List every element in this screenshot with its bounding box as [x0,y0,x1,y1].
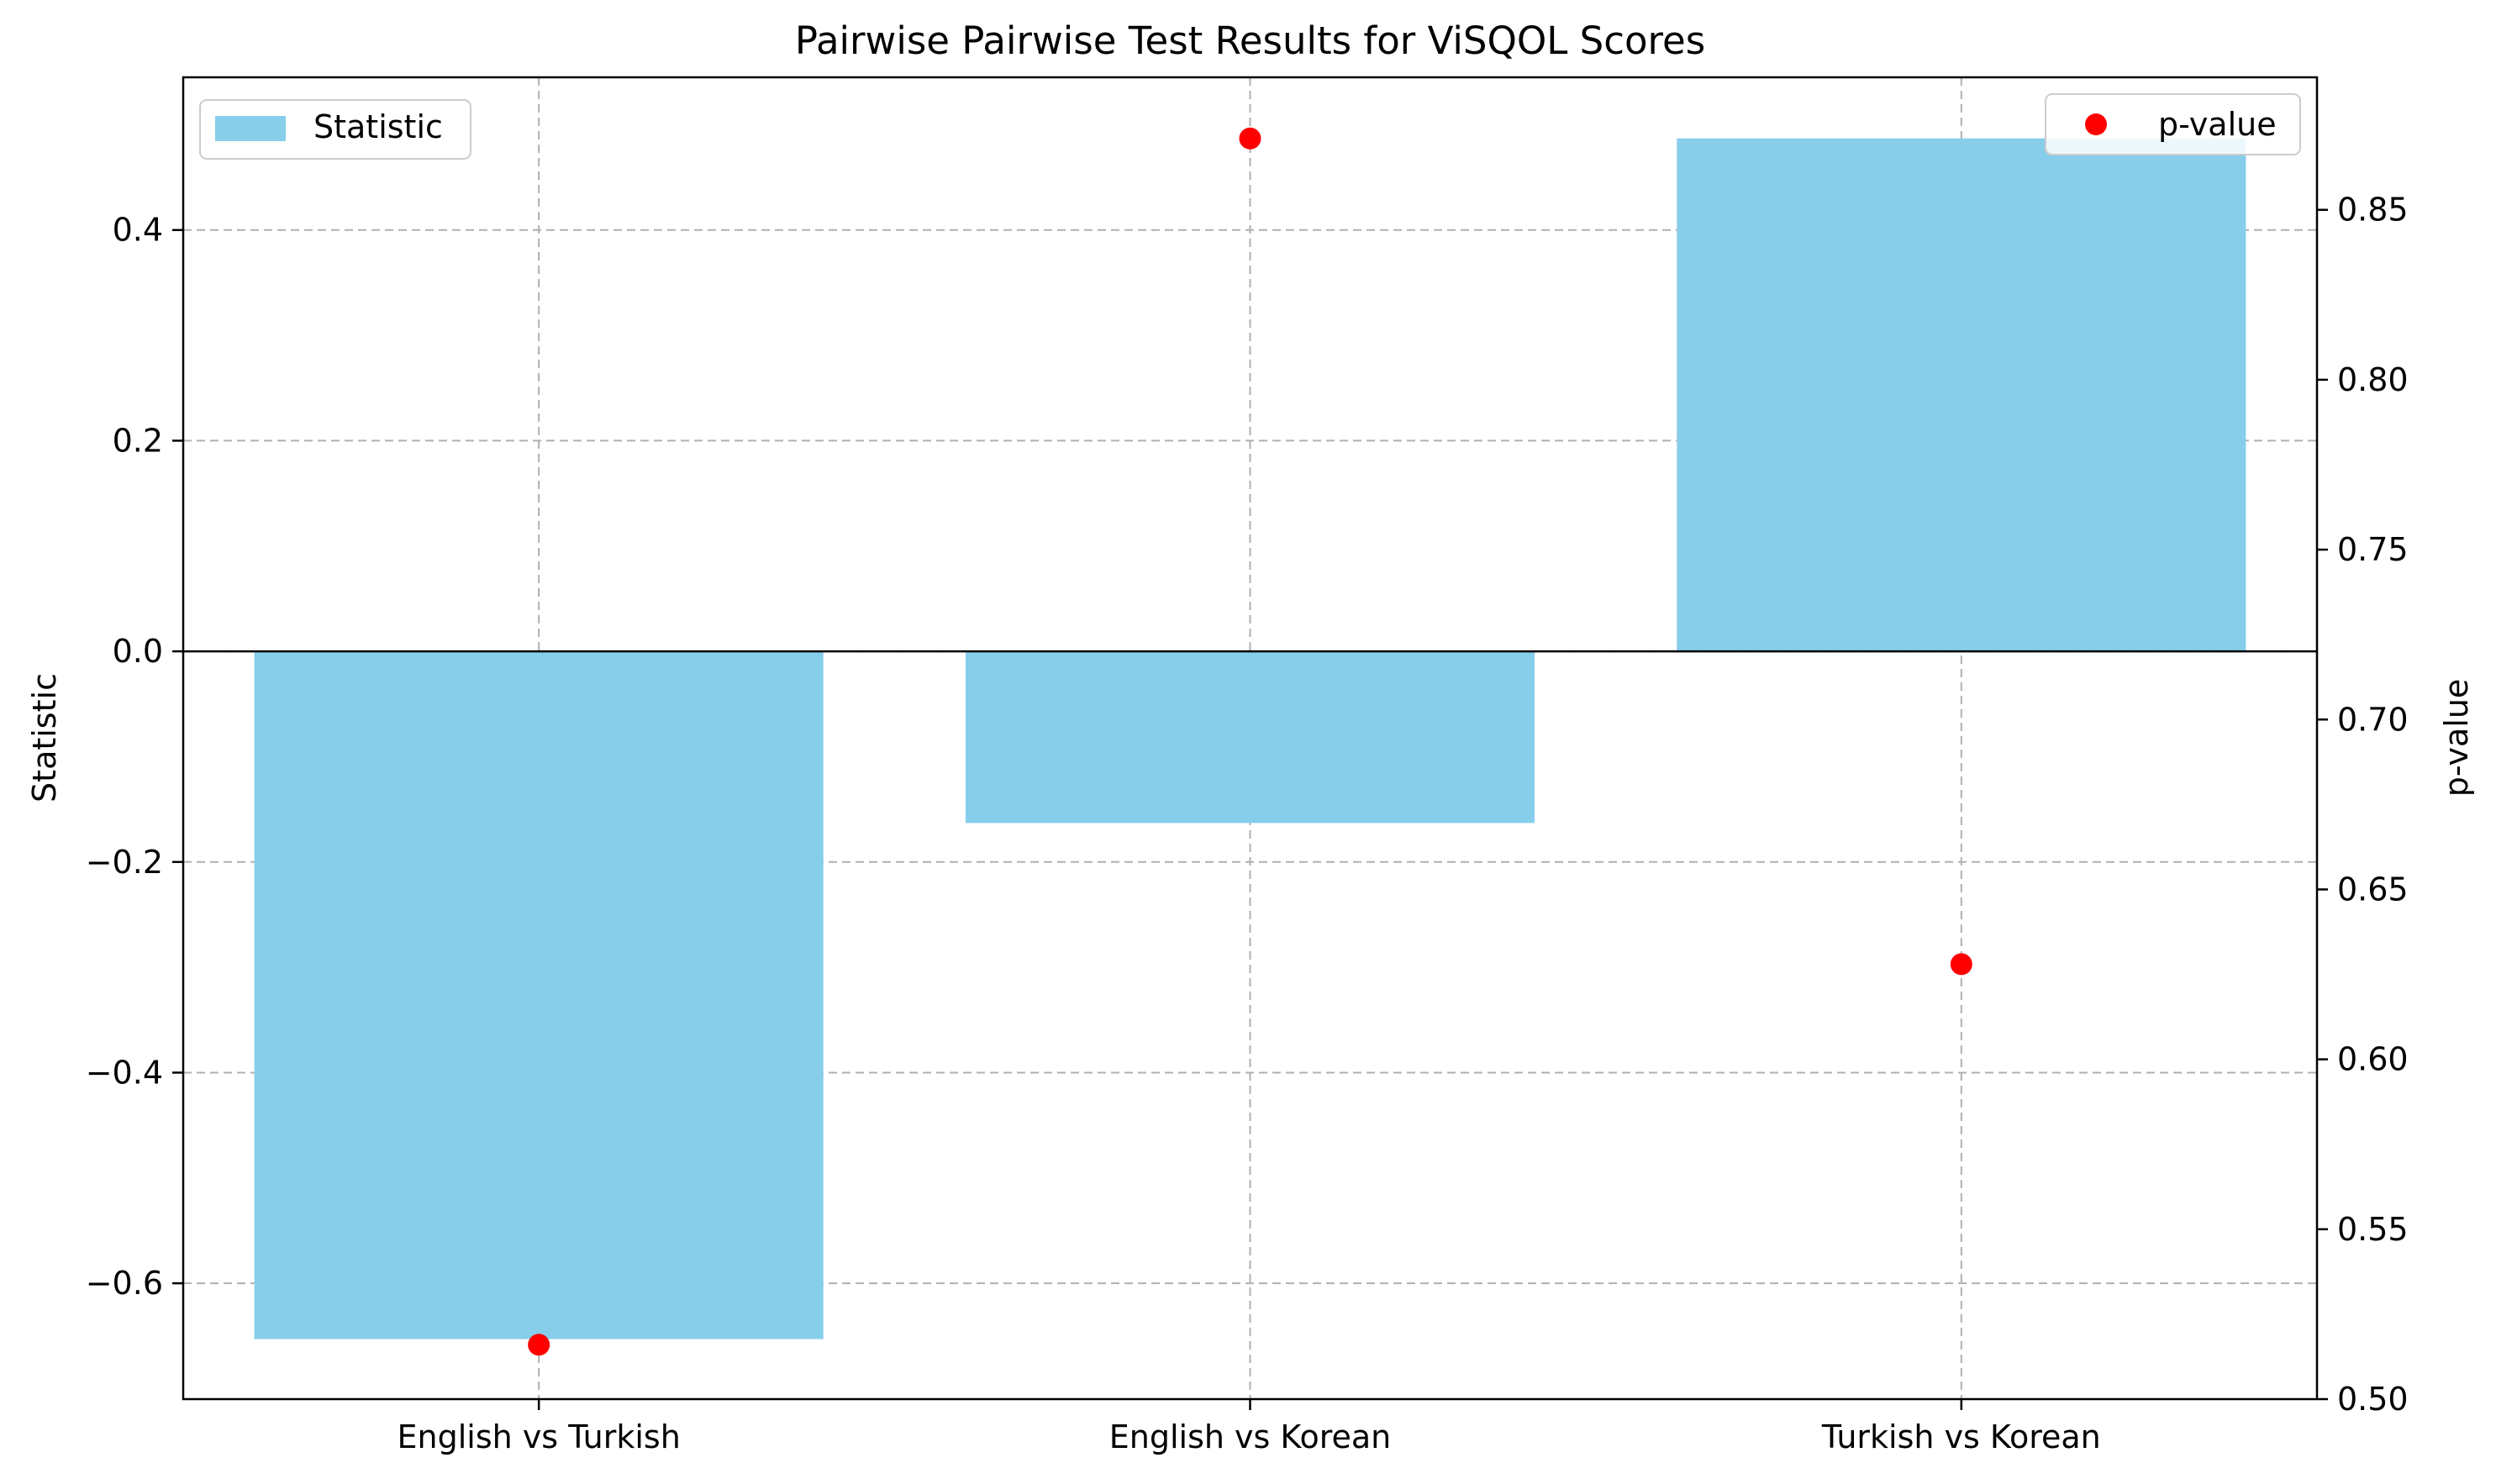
legend-p-value-label: p-value [2158,106,2277,143]
legend-statistic-label: Statistic [313,108,443,145]
statistic-bar [965,651,1535,824]
right-tick-label: 0.55 [2337,1211,2409,1248]
right-tick-label: 0.85 [2337,192,2409,229]
statistic-bar [254,651,824,1339]
legend-statistic: Statistic [199,99,471,160]
chart-title: Pairwise Pairwise Test Results for ViSQO… [795,18,1705,63]
left-tick-label: −0.2 [86,844,163,881]
right-tick-label: 0.50 [2337,1381,2409,1418]
legend-p-value: p-value [2045,93,2301,155]
x-tick-label: Turkish vs Korean [1821,1418,2101,1455]
left-tick-label: −0.6 [86,1265,163,1302]
legend-p-value-box [2045,93,2301,155]
left-tick-layer: 0.4 0.2 0.0 −0.2 −0.4 −0.6 [86,212,183,1302]
right-tick-label: 0.70 [2337,701,2409,738]
legend-layer: Statistic p-value [199,93,2301,160]
legend-statistic-box [199,99,471,160]
p-value-point [1239,127,1261,150]
x-tick-label: English vs Turkish [398,1418,681,1455]
right-axis-label: p-value [2438,679,2475,797]
right-tick-label: 0.80 [2337,361,2409,398]
statistic-bar [1677,138,2246,652]
legend-statistic-swatch [215,116,286,141]
legend-p-value-marker [2085,113,2107,135]
left-axis-label: Statistic [26,673,63,803]
right-tick-label: 0.75 [2337,531,2409,568]
point-layer [528,127,1972,1356]
bar-layer [254,138,2246,1339]
right-tick-label: 0.65 [2337,871,2409,908]
p-value-point [1950,953,1972,976]
x-tick-layer: English vs Turkish English vs Korean Turki… [398,1399,2101,1455]
left-tick-label: 0.4 [113,212,163,249]
x-tick-label: English vs Korean [1109,1418,1391,1455]
right-tick-layer: 0.85 0.80 0.75 0.70 0.65 0.60 0.55 0.50 [2317,192,2409,1418]
right-tick-label: 0.60 [2337,1041,2409,1078]
left-tick-label: 0.2 [113,422,163,459]
left-tick-label: −0.4 [86,1054,163,1091]
left-tick-label: 0.0 [113,633,163,670]
p-value-point [528,1334,550,1356]
